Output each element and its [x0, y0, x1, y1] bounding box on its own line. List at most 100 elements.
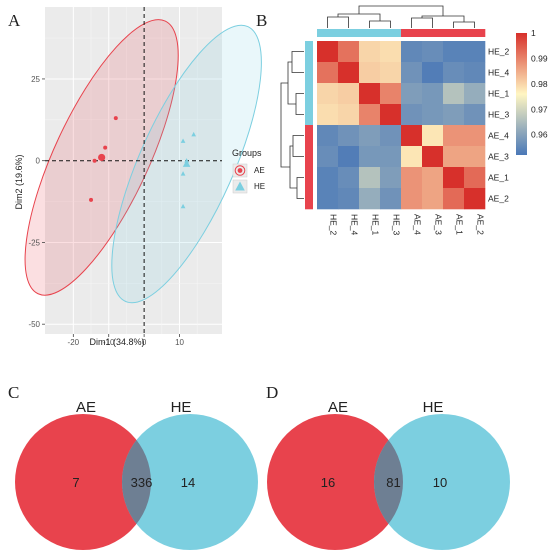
data-point-he: [191, 131, 197, 137]
heatmap-cell: [422, 41, 444, 63]
heatmap-cell: [401, 167, 423, 189]
heatmap-cell: [422, 104, 444, 126]
heatmap-cell: [359, 125, 381, 147]
venn-count-both: 336: [131, 475, 153, 490]
data-point-he: [180, 203, 186, 209]
row-label: AE_4: [488, 131, 509, 141]
reference-lines: [45, 7, 222, 334]
column-dendrogram-branch: [369, 20, 391, 28]
column-label: AE_2: [476, 214, 486, 235]
heatmap-cell: [338, 62, 360, 84]
heatmap-cell: [443, 188, 465, 210]
venn-circle-ae: [15, 414, 151, 550]
heatmap-cell: [317, 41, 339, 63]
column-label: HE_2: [329, 214, 339, 236]
column-group-bar: [338, 29, 360, 37]
row-group-bar: [305, 62, 313, 84]
row-group-bar: [305, 146, 313, 168]
heatmap-cell: [464, 146, 486, 168]
row-group-bar: [305, 167, 313, 189]
heatmap-cell: [359, 146, 381, 168]
heatmap-cell: [464, 125, 486, 147]
heatmap-cell: [338, 146, 360, 168]
y-tick-label: 25: [31, 75, 40, 84]
column-dendrogram-branch: [337, 13, 381, 21]
y-tick-label: 0: [36, 157, 41, 166]
pca-scatter-plot: -20 -10 0 10 -50 -25 0 25 Dim1 (34.8%) Dim2 (19…: [14, 7, 265, 347]
venn-circle-ae: [267, 414, 403, 550]
column-group-bar: [359, 29, 381, 37]
column-group-bar: [317, 29, 339, 37]
heatmap-cell: [359, 62, 381, 84]
row-dendrogram-branch: [291, 51, 304, 73]
heatmap-cell: [380, 146, 402, 168]
column-dendrogram-branch: [358, 5, 444, 16]
heatmap-cell: [380, 41, 402, 63]
venn-circle-he: [374, 414, 510, 550]
row-group-bar: [305, 188, 313, 210]
heatmap-cell: [317, 188, 339, 210]
column-label: AE_1: [455, 214, 465, 235]
heatmap-cell: [401, 125, 423, 147]
colorbar-tick-label: 0.97: [531, 104, 548, 114]
heatmap-cell: [380, 83, 402, 105]
column-labels: HE_2 HE_4 HE_1 HE_3 AE_4 AE_3 AE_1 AE_2: [329, 214, 486, 236]
row-dendrogram-branch: [289, 145, 297, 189]
heatmap-cell: [359, 41, 381, 63]
panel-label-c: C: [8, 383, 19, 402]
colorbar-bar: [516, 33, 527, 155]
heatmap-cell: [422, 188, 444, 210]
venn-set-label-he: HE: [171, 399, 192, 416]
column-group-bar: [380, 29, 402, 37]
heatmap-cell: [401, 188, 423, 210]
heatmap-cell: [464, 188, 486, 210]
data-point-he: [180, 171, 186, 176]
column-dendrogram-branch: [421, 15, 465, 22]
heatmap-cell: [443, 146, 465, 168]
column-label: AE_3: [434, 214, 444, 235]
column-label: HE_4: [350, 214, 360, 236]
row-label: HE_1: [488, 89, 510, 99]
column-label: AE_4: [413, 214, 423, 235]
venn-set-label-he: HE: [423, 399, 444, 416]
venn-diagram-d: AE HE 16 81 10: [267, 399, 510, 550]
heatmap-cell: [317, 104, 339, 126]
colorbar-tick-label: 0.98: [531, 79, 548, 89]
heatmap-cell: [338, 125, 360, 147]
y-tick-label: -25: [28, 238, 40, 247]
heatmap-cell: [443, 167, 465, 189]
heatmap-cell: [443, 125, 465, 147]
venn-set-label-ae: AE: [328, 399, 348, 416]
legend-marker-he: [235, 181, 245, 191]
colorbar-tick-label: 1: [531, 28, 536, 38]
heatmap-cell: [401, 104, 423, 126]
centroid-ae: [98, 153, 106, 162]
data-points: [89, 116, 197, 209]
heatmap-cell: [380, 125, 402, 147]
row-dendrogram-branch: [280, 82, 290, 168]
heatmap-cell: [317, 167, 339, 189]
heatmap-cell: [380, 104, 402, 126]
column-dendrogram-branch: [411, 17, 433, 28]
heatmap-cell: [443, 83, 465, 105]
heatmap-cell: [359, 167, 381, 189]
venn-set-label-ae: AE: [76, 399, 96, 416]
heatmap-cell: [464, 167, 486, 189]
heatmap-cell: [317, 146, 339, 168]
heatmap-cell: [422, 62, 444, 84]
colorbar-tick-label: 0.99: [531, 53, 548, 63]
row-label: HE_3: [488, 110, 510, 120]
row-label: AE_3: [488, 152, 509, 162]
row-dendrogram-branch: [296, 177, 304, 199]
heatmap-cell: [317, 125, 339, 147]
row-dendrogram-branch: [292, 135, 304, 157]
venn-diagram-c: AE HE 7 336 14: [15, 399, 258, 550]
data-point-ae: [113, 116, 118, 121]
column-label: HE_1: [371, 214, 381, 236]
heatmap-cells: [317, 41, 486, 210]
x-axis-title: Dim1 (34.8%): [89, 337, 144, 347]
heatmap-cell: [401, 62, 423, 84]
row-group-bar: [305, 83, 313, 105]
heatmap-cell: [380, 188, 402, 210]
